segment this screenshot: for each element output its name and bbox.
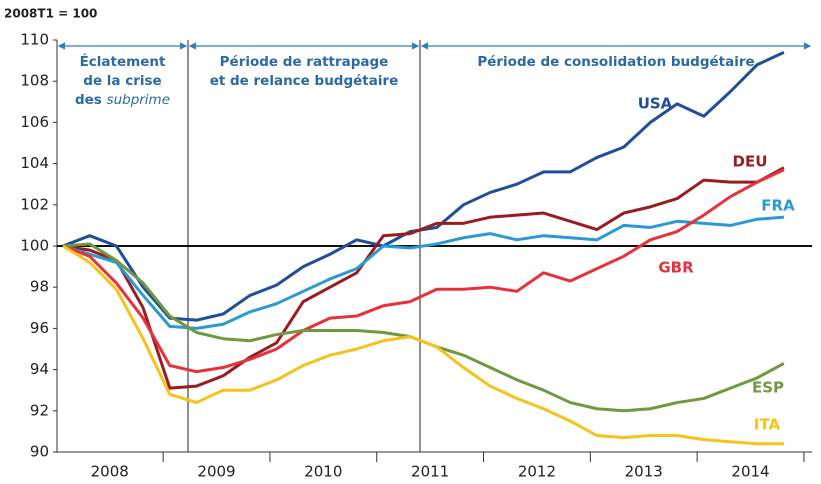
series-label: USA bbox=[638, 95, 673, 113]
period-label-part: et de relance budgétaire bbox=[210, 73, 399, 89]
series-line bbox=[62, 168, 785, 374]
series-label: ESP bbox=[752, 379, 784, 397]
y-axis-label: 2008T1 = 100 bbox=[4, 7, 97, 21]
period-label: et de relance budgétaire bbox=[210, 73, 399, 89]
period-label: Période de consolidation budgétaire bbox=[477, 54, 754, 70]
x-tick-label: 2014 bbox=[731, 463, 769, 481]
y-tick-label: 102 bbox=[20, 195, 49, 213]
y-tick-label: 92 bbox=[30, 401, 49, 419]
x-tick-label: 2009 bbox=[197, 463, 235, 481]
y-tick-label: 106 bbox=[20, 113, 49, 131]
series-label: ITA bbox=[754, 416, 781, 434]
period-label-part: de la crise bbox=[83, 73, 161, 89]
period-label: Période de rattrapage bbox=[220, 54, 389, 70]
series-label: GBR bbox=[658, 259, 694, 277]
period-label: de la crise bbox=[83, 73, 161, 89]
x-tick-label: 2011 bbox=[411, 463, 449, 481]
y-tick-label: 96 bbox=[30, 319, 49, 337]
x-tick-label: 2010 bbox=[304, 463, 342, 481]
period-label-part: Période de rattrapage bbox=[220, 54, 389, 70]
series-label: FRA bbox=[761, 197, 795, 215]
y-tick-label: 100 bbox=[20, 237, 49, 255]
series-line bbox=[62, 244, 784, 446]
y-tick-label: 94 bbox=[30, 360, 49, 378]
period-label-part: Éclatement bbox=[80, 53, 166, 70]
y-tick-label: 90 bbox=[30, 443, 49, 461]
series-line bbox=[62, 215, 785, 330]
period-label: Éclatement bbox=[80, 53, 166, 70]
x-tick-label: 2012 bbox=[518, 463, 556, 481]
period-label-part: Période de consolidation budgétaire bbox=[477, 54, 754, 70]
period-label: des subprime bbox=[75, 92, 170, 108]
y-tick-label: 110 bbox=[20, 31, 49, 49]
y-tick-label: 98 bbox=[30, 278, 49, 296]
series-line bbox=[62, 50, 785, 322]
y-tick-label: 104 bbox=[20, 154, 49, 172]
period-label-part: des bbox=[75, 92, 107, 108]
x-tick-label: 2008 bbox=[91, 463, 129, 481]
x-tick-label: 2013 bbox=[625, 463, 663, 481]
y-tick-label: 108 bbox=[20, 72, 49, 90]
series-line bbox=[62, 166, 785, 390]
period-emphasis: subprime bbox=[107, 92, 171, 108]
series-label: DEU bbox=[733, 153, 768, 171]
